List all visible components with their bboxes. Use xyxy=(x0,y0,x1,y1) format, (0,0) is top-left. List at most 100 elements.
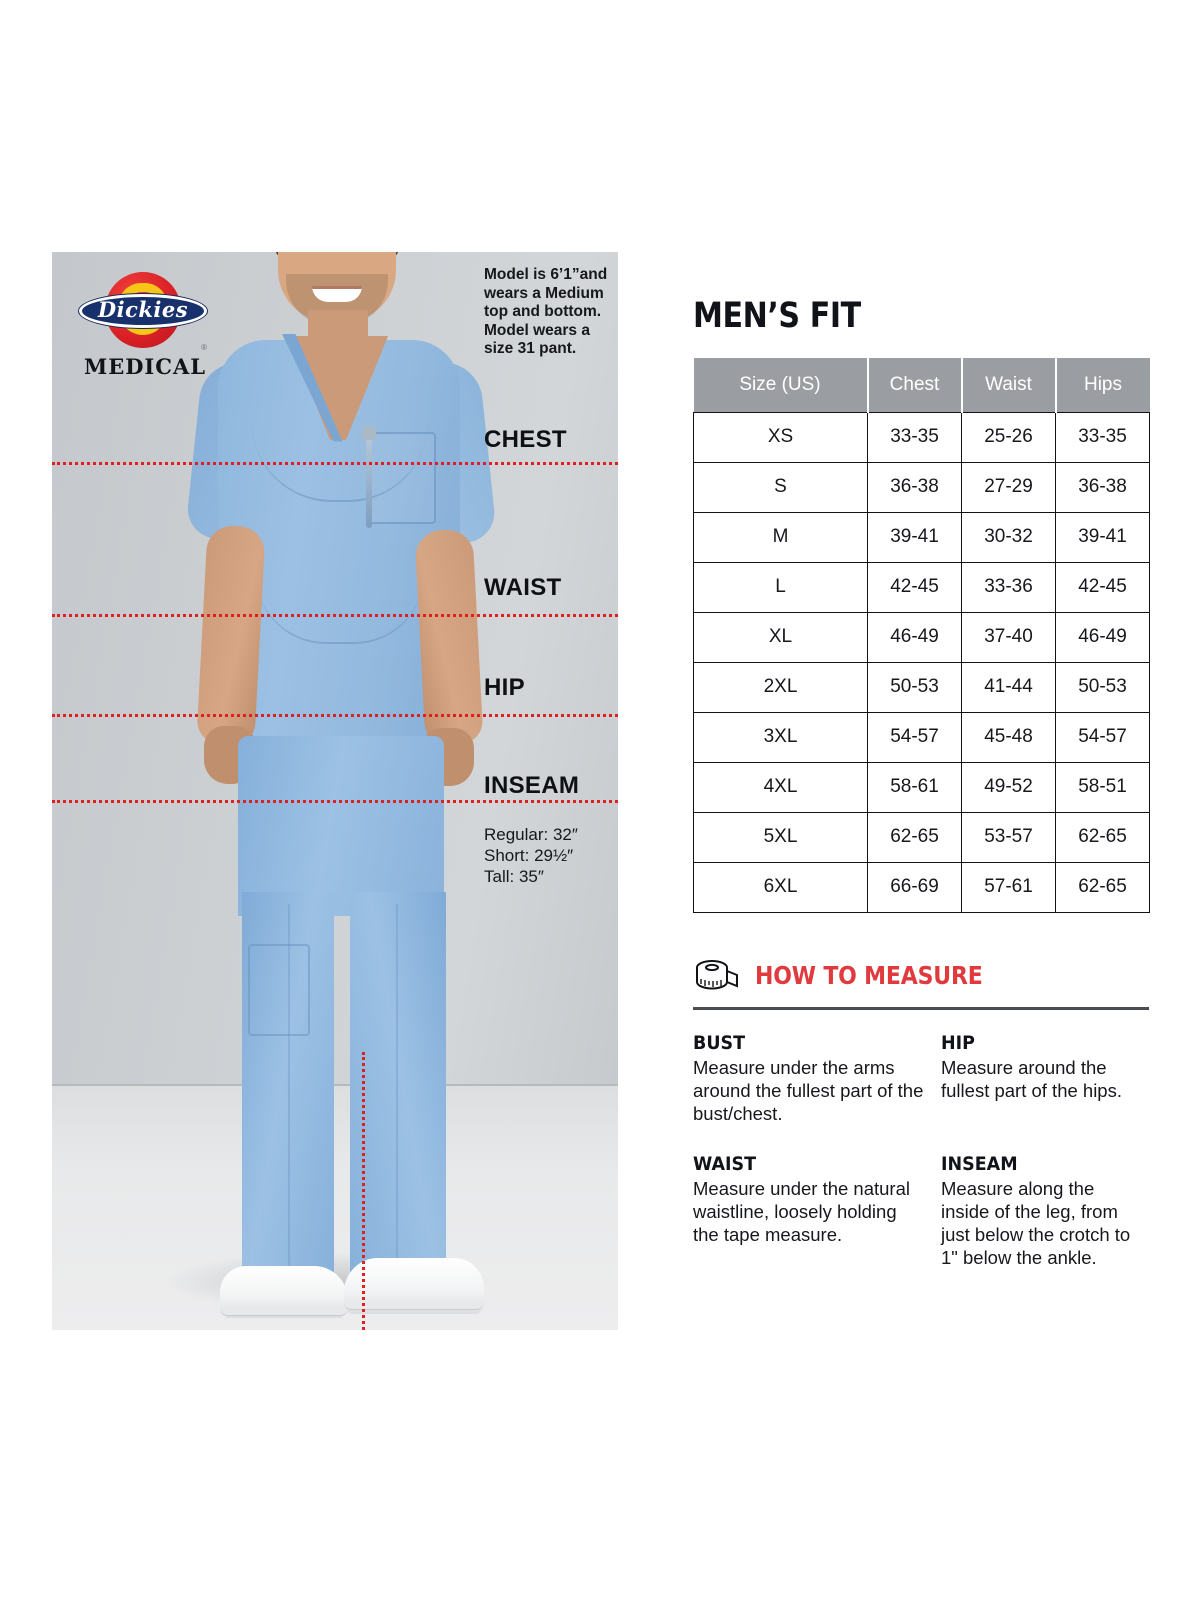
model-arm-right xyxy=(414,528,484,746)
measure-term: INSEAM xyxy=(941,1152,1018,1175)
cell-chest: 42-45 xyxy=(867,561,962,613)
cell-hips: 42-45 xyxy=(1055,561,1150,613)
table-row: 6XL 66-69 57-61 62-65 xyxy=(693,861,1150,913)
guide-line-waist xyxy=(52,614,618,617)
cell-hips: 62-65 xyxy=(1055,811,1150,863)
cell-chest: 39-41 xyxy=(867,511,962,563)
column-header-hips: Hips xyxy=(1055,358,1150,412)
scrub-pants-cargo-pocket xyxy=(248,944,310,1036)
registered-trademark-icon: ® xyxy=(201,343,207,352)
table-row: M 39-41 30-32 39-41 xyxy=(693,511,1150,563)
cell-size: XS xyxy=(693,411,868,463)
cell-size: 3XL xyxy=(693,711,868,763)
model-photo-panel: Dickies ® MEDICAL Model is 6’1”and wears… xyxy=(52,252,618,1330)
cell-size: 6XL xyxy=(693,861,868,913)
cell-waist: 53-57 xyxy=(961,811,1056,863)
measure-entry-inseam: INSEAM Measure along the inside of the l… xyxy=(941,1153,1149,1269)
logo-wordmark: Dickies xyxy=(97,297,189,322)
measure-entry-bust: BUST Measure under the arms around the f… xyxy=(693,1032,941,1125)
inseam-regular: Regular: 32″ xyxy=(484,825,578,844)
scrub-pants-hip xyxy=(238,736,444,916)
table-row: XL 46-49 37-40 46-49 xyxy=(693,611,1150,663)
measure-term: WAIST xyxy=(693,1152,757,1175)
measure-description: Measure along the inside of the leg, fro… xyxy=(941,1177,1131,1268)
table-header-row: Size (US) Chest Waist Hips xyxy=(693,358,1150,412)
measure-description: Measure under the arms around the fulles… xyxy=(693,1056,924,1124)
cell-waist: 37-40 xyxy=(961,611,1056,663)
wall-floor-seam xyxy=(52,1084,618,1086)
how-to-measure-header: HOW TO MEASURE xyxy=(693,959,1149,993)
cell-size: S xyxy=(693,461,868,513)
chest-pocket-zipper xyxy=(366,430,372,528)
page-title: MEN’S FIT xyxy=(693,296,861,336)
model-info-text: Model is 6’1”and wears a Medium top and … xyxy=(484,266,608,357)
fit-content-column: MEN’S FIT Size (US) Chest Waist Hips XS … xyxy=(693,296,1150,1269)
guide-line-hip xyxy=(52,714,618,717)
cell-hips: 54-57 xyxy=(1055,711,1150,763)
cell-chest: 66-69 xyxy=(867,861,962,913)
column-header-chest: Chest xyxy=(867,358,963,412)
measure-definitions-grid: BUST Measure under the arms around the f… xyxy=(693,1032,1149,1269)
tape-measure-icon xyxy=(696,959,738,989)
cell-waist: 25-26 xyxy=(961,411,1056,463)
table-row: S 36-38 27-29 36-38 xyxy=(693,461,1150,513)
shoe-sole-right xyxy=(344,1302,484,1310)
table-row: 5XL 62-65 53-57 62-65 xyxy=(693,811,1150,863)
inseam-short: Short: 29½″ xyxy=(484,846,574,865)
zipper-pull-icon xyxy=(362,426,376,440)
scrub-top-seam-upper xyxy=(252,412,428,502)
measure-description: Measure under the natural waistline, loo… xyxy=(693,1177,910,1245)
scrub-pants-leg-left xyxy=(242,892,334,1302)
size-chart-body: XS 33-35 25-26 33-35 S 36-38 27-29 36-38… xyxy=(693,411,1150,913)
cell-size: M xyxy=(693,511,868,563)
pants-crease-left xyxy=(288,904,290,1284)
cell-hips: 33-35 xyxy=(1055,411,1150,463)
inseam-tall: Tall: 35″ xyxy=(484,867,544,886)
table-row: L 42-45 33-36 42-45 xyxy=(693,561,1150,613)
pants-crease-right xyxy=(396,904,398,1290)
model-arm-left xyxy=(196,524,266,746)
cell-waist: 30-32 xyxy=(961,511,1056,563)
shoe-sole-left xyxy=(220,1308,348,1316)
logo-navy-oval xyxy=(79,294,207,328)
cell-chest: 46-49 xyxy=(867,611,962,663)
column-header-waist: Waist xyxy=(961,358,1057,412)
measure-description: Measure around the fullest part of the h… xyxy=(941,1056,1122,1101)
cell-chest: 36-38 xyxy=(867,461,962,513)
model-smile xyxy=(312,286,362,302)
cell-waist: 33-36 xyxy=(961,561,1056,613)
scrub-pants-leg-right xyxy=(350,892,446,1310)
cell-waist: 45-48 xyxy=(961,711,1056,763)
dickies-medical-logo: Dickies ® MEDICAL xyxy=(70,270,220,379)
table-row: XS 33-35 25-26 33-35 xyxy=(693,411,1150,463)
cell-size: 4XL xyxy=(693,761,868,813)
cell-waist: 49-52 xyxy=(961,761,1056,813)
guide-line-inseam xyxy=(52,800,618,803)
cell-hips: 50-53 xyxy=(1055,661,1150,713)
guide-label-inseam: INSEAM xyxy=(484,772,580,799)
guide-label-hip: HIP xyxy=(484,674,525,701)
section-divider xyxy=(693,1006,1149,1010)
cell-hips: 36-38 xyxy=(1055,461,1150,513)
cell-hips: 46-49 xyxy=(1055,611,1150,663)
measure-term: BUST xyxy=(693,1031,746,1054)
cell-chest: 50-53 xyxy=(867,661,962,713)
measure-term: HIP xyxy=(941,1031,975,1054)
measure-entry-waist: WAIST Measure under the natural waistlin… xyxy=(693,1153,941,1269)
cell-size: XL xyxy=(693,611,868,663)
cell-chest: 33-35 xyxy=(867,411,962,463)
cell-size: 2XL xyxy=(693,661,868,713)
cell-chest: 62-65 xyxy=(867,811,962,863)
guide-label-chest: CHEST xyxy=(484,426,567,453)
cell-size: 5XL xyxy=(693,811,868,863)
table-row: 3XL 54-57 45-48 54-57 xyxy=(693,711,1150,763)
dickies-logo-mark: Dickies ® xyxy=(77,270,213,352)
how-to-measure-title: HOW TO MEASURE xyxy=(755,961,983,990)
cell-hips: 58-51 xyxy=(1055,761,1150,813)
column-header-size: Size (US) xyxy=(693,358,869,412)
cell-waist: 57-61 xyxy=(961,861,1056,913)
logo-division-label: MEDICAL xyxy=(83,354,207,379)
table-row: 4XL 58-61 49-52 58-51 xyxy=(693,761,1150,813)
model-figure xyxy=(160,252,520,1330)
